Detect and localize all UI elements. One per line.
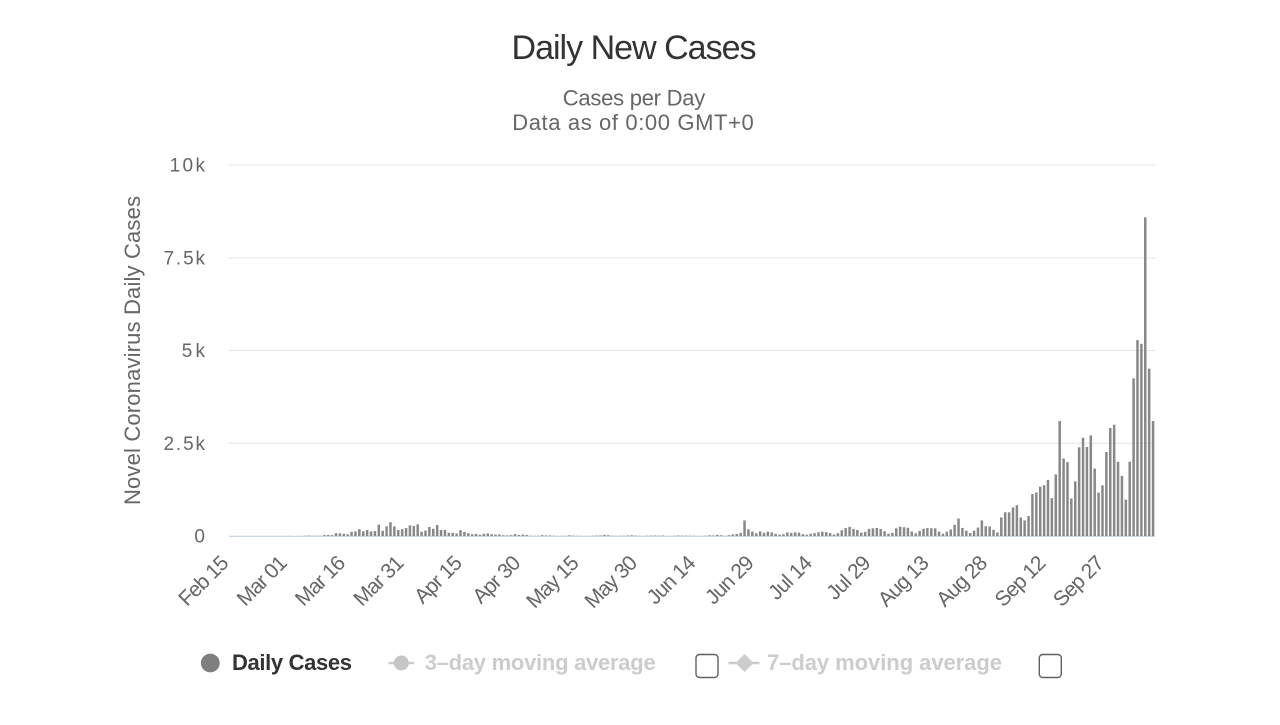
svg-text:Data as of 0:00 GMT+0: Data as of 0:00 GMT+0: [512, 110, 754, 135]
svg-text:10k: 10k: [170, 156, 206, 177]
svg-text:2.5k: 2.5k: [163, 434, 205, 455]
svg-text:7.5k: 7.5k: [163, 248, 205, 269]
svg-text:0: 0: [194, 527, 205, 548]
svg-text:Cases per Day: Cases per Day: [563, 86, 705, 111]
svg-text:Novel Coronavirus Daily Cases: Novel Coronavirus Daily Cases: [120, 196, 145, 505]
svg-text:7–day moving average: 7–day moving average: [767, 650, 1002, 675]
svg-text:3–day moving average: 3–day moving average: [425, 650, 656, 675]
svg-text:Daily New Cases: Daily New Cases: [512, 29, 757, 67]
svg-text:Daily Cases: Daily Cases: [232, 650, 352, 675]
